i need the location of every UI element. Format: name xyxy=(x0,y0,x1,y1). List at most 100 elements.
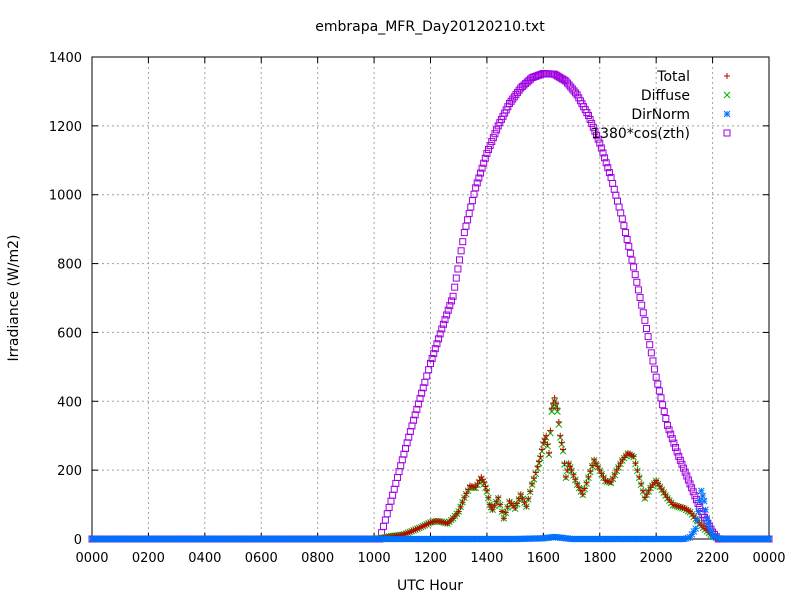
data-point xyxy=(512,505,519,512)
data-point xyxy=(609,179,617,187)
legend-label: Total xyxy=(656,69,690,85)
data-point xyxy=(395,468,403,476)
data-point xyxy=(479,476,486,483)
data-point xyxy=(463,490,470,497)
data-point xyxy=(672,444,680,452)
data-point xyxy=(615,203,623,211)
data-point xyxy=(414,400,422,408)
data-point xyxy=(486,142,494,150)
data-point xyxy=(431,345,439,353)
x-tick-label: 0800 xyxy=(301,551,334,566)
data-point xyxy=(439,320,447,328)
data-point xyxy=(676,456,684,464)
data-point xyxy=(523,503,530,510)
data-point xyxy=(660,408,668,416)
data-point xyxy=(478,474,485,481)
data-point xyxy=(583,479,590,486)
data-point xyxy=(476,169,484,177)
data-point xyxy=(589,123,597,131)
data-point xyxy=(574,480,581,487)
data-point xyxy=(491,502,498,509)
data-point xyxy=(623,235,631,243)
data-point xyxy=(405,433,413,441)
data-point xyxy=(634,467,641,474)
legend-marker xyxy=(724,73,730,79)
data-point xyxy=(581,485,588,492)
data-series xyxy=(88,70,773,543)
data-point xyxy=(400,450,408,458)
data-point xyxy=(570,471,577,478)
data-point xyxy=(472,484,479,491)
data-point xyxy=(576,484,583,491)
data-point xyxy=(699,492,707,500)
data-point xyxy=(537,453,544,460)
data-point xyxy=(385,503,393,511)
data-point xyxy=(543,432,550,439)
data-point xyxy=(673,448,681,456)
data-point xyxy=(626,249,634,257)
data-point xyxy=(419,384,427,392)
data-point xyxy=(646,341,654,349)
grid xyxy=(92,57,769,539)
data-point xyxy=(447,297,455,305)
data-point xyxy=(411,411,419,419)
data-point xyxy=(631,271,639,279)
data-point xyxy=(697,487,705,495)
data-point xyxy=(475,174,483,182)
data-point xyxy=(521,499,528,506)
data-point xyxy=(613,197,621,205)
data-point xyxy=(389,491,397,499)
data-point xyxy=(548,408,556,415)
legend-marker xyxy=(723,91,731,99)
data-point xyxy=(596,139,604,147)
data-point xyxy=(688,484,696,492)
data-point xyxy=(470,190,478,198)
data-point xyxy=(597,144,605,152)
data-point xyxy=(568,467,575,474)
data-point xyxy=(403,439,411,447)
data-point xyxy=(632,460,639,467)
data-point xyxy=(483,149,491,157)
data-point xyxy=(465,486,472,493)
data-point xyxy=(692,525,700,533)
data-point xyxy=(504,503,511,510)
data-point xyxy=(602,159,610,167)
data-point xyxy=(625,242,633,250)
data-point xyxy=(610,185,618,193)
data-point xyxy=(613,467,620,474)
data-point xyxy=(592,460,599,467)
data-point xyxy=(381,516,389,524)
data-point xyxy=(630,263,638,271)
data-point xyxy=(587,468,594,475)
data-point xyxy=(474,480,481,487)
data-point xyxy=(418,389,426,397)
series-2 xyxy=(88,487,773,543)
data-point xyxy=(530,475,537,482)
data-point xyxy=(609,475,616,482)
data-point xyxy=(703,514,711,522)
data-point xyxy=(652,373,660,381)
data-point xyxy=(695,508,702,515)
data-point xyxy=(633,278,641,286)
data-point xyxy=(684,476,692,484)
data-point xyxy=(628,256,636,264)
data-point xyxy=(555,418,562,425)
data-point xyxy=(553,400,560,407)
data-point xyxy=(617,460,624,467)
data-point xyxy=(665,426,673,434)
data-point xyxy=(500,515,507,522)
data-point xyxy=(393,474,401,482)
data-point xyxy=(468,197,476,205)
data-point xyxy=(465,209,473,217)
data-point xyxy=(591,456,598,463)
data-point xyxy=(398,456,406,464)
data-point xyxy=(678,460,686,468)
data-point xyxy=(483,487,490,494)
x-tick-label: 0600 xyxy=(245,551,278,566)
data-point xyxy=(584,112,592,120)
y-tick-label: 1000 xyxy=(49,189,82,204)
data-point xyxy=(551,394,558,401)
data-point xyxy=(693,516,701,524)
data-point xyxy=(532,469,539,476)
data-point xyxy=(545,449,552,456)
